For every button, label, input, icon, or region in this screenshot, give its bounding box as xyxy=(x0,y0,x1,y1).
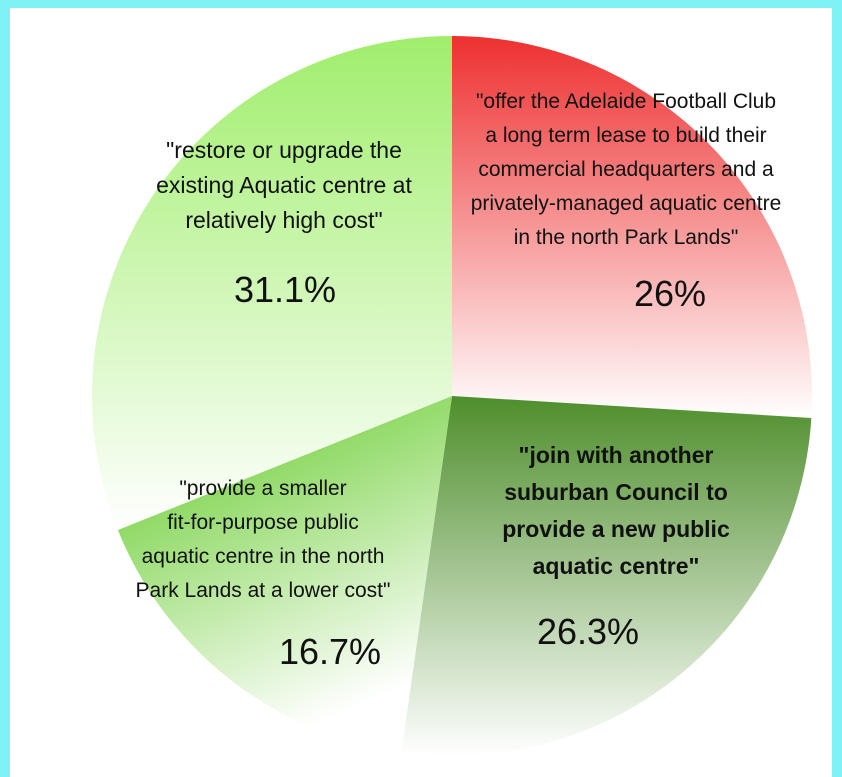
slice-label-line: provide a new public xyxy=(502,516,730,542)
pie-slice-1 xyxy=(401,396,812,756)
pie-slices xyxy=(91,36,813,756)
slice-label-3: "restore or upgrade the existing Aquatic … xyxy=(156,137,412,233)
slice-label-line: "join with another xyxy=(519,442,714,468)
pie-chart: "offer the Adelaide Football Club a long … xyxy=(91,36,813,756)
slice-label-line: "offer the Adelaide Football Club xyxy=(476,90,776,113)
slice-value-label-3: 31.1% xyxy=(234,269,336,310)
slice-label-line: Park Lands at a lower cost" xyxy=(136,579,391,602)
slice-label-line: relatively high cost" xyxy=(185,207,382,233)
slice-label-line: privately-managed aquatic centre xyxy=(471,192,782,215)
slice-label-line: in the north Park Lands" xyxy=(514,226,739,249)
chart-frame: "offer the Adelaide Football Club a long … xyxy=(10,8,832,777)
slice-label-line: fit-for-purpose public xyxy=(167,511,358,534)
slice-value-label-1: 26.3% xyxy=(537,611,639,652)
pie-slice-3 xyxy=(91,36,452,530)
slice-label-1: "join with another suburban Council to pro… xyxy=(502,442,730,579)
slice-label-line: suburban Council to xyxy=(504,479,728,505)
slice-label-line: aquatic centre in the north xyxy=(142,545,385,568)
slice-label-line: a long term lease to build their xyxy=(485,124,766,147)
slice-label-0: "offer the Adelaide Football Club a long … xyxy=(471,90,782,249)
pie-slice-2 xyxy=(117,396,452,753)
pie-slice-0 xyxy=(452,36,813,419)
slice-label-line: "restore or upgrade the xyxy=(166,137,402,163)
slice-label-2: "provide a smaller fit-for-purpose public… xyxy=(136,477,391,602)
pie-labels: "offer the Adelaide Football Club a long … xyxy=(136,90,782,672)
slice-label-line: commercial headquarters and a xyxy=(478,158,774,181)
slice-value-label-0: 26% xyxy=(634,273,706,314)
slice-label-line: "provide a smaller xyxy=(179,477,346,500)
slice-label-line: existing Aquatic centre at xyxy=(156,172,412,198)
slice-value-label-2: 16.7% xyxy=(279,631,381,672)
slice-label-line: aquatic centre" xyxy=(533,553,700,579)
